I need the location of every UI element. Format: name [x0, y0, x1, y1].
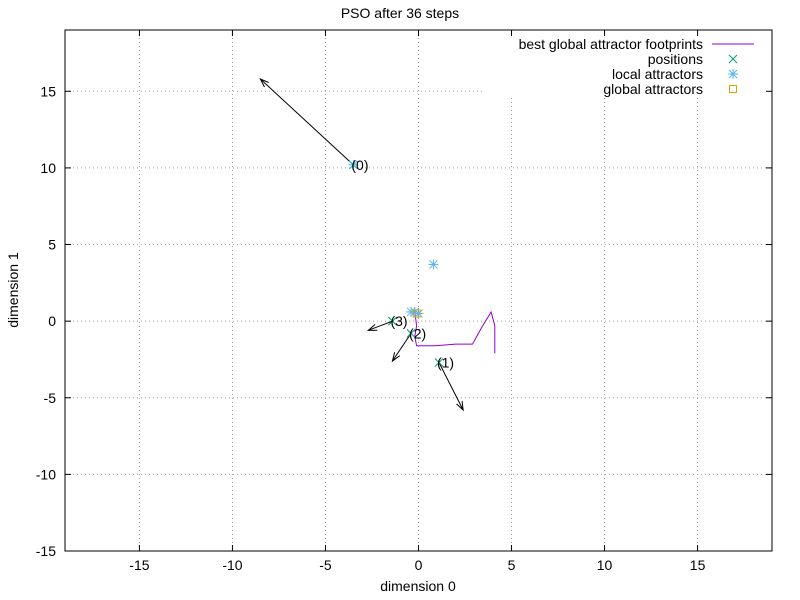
legend-entry-label: positions [648, 51, 703, 67]
markers-layer [348, 159, 444, 367]
velocity-arrowhead [456, 401, 464, 412]
footprint-line [414, 310, 496, 354]
x-stroke [388, 316, 397, 326]
velocity-arrows-layer [259, 78, 464, 412]
legend: best global attractor footprintsposition… [483, 34, 770, 98]
velocity-arrowhead [391, 352, 401, 363]
legend-star-swatch [728, 69, 738, 79]
velocity-arrow [260, 78, 354, 166]
legend-entry-label: local attractors [612, 66, 703, 82]
velocity-arrowhead [259, 78, 269, 88]
y-tick-label: 15 [40, 83, 56, 99]
x-tick-label: -10 [222, 557, 242, 573]
y-tick-label: -10 [36, 466, 56, 482]
local-attractor-point [406, 306, 417, 317]
velocity-arrowhead [366, 324, 378, 331]
position-point [434, 358, 444, 367]
y-tick-label: 10 [40, 160, 56, 176]
legend-square-swatch [729, 85, 737, 93]
legend-background [483, 34, 770, 98]
y-tick-label: -5 [44, 390, 57, 406]
x-tick-label: 0 [415, 557, 423, 573]
legend-entry-label: global attractors [603, 81, 703, 97]
position-point [406, 329, 416, 338]
y-tick-label: 0 [48, 313, 56, 329]
particle-label: (3) [390, 313, 407, 329]
velocity-arrow [438, 362, 464, 411]
y-tick-label: 5 [48, 237, 56, 253]
x-stroke [406, 329, 416, 338]
particle-label: (1) [437, 355, 454, 371]
legend-x-swatch [728, 54, 738, 64]
chart-title: PSO after 36 steps [341, 5, 459, 21]
legend-entry-label: best global attractor footprints [519, 36, 703, 52]
local-attractor-point [428, 259, 439, 270]
x-axis-label: dimension 0 [380, 578, 456, 594]
x-tick-label: 15 [690, 557, 706, 573]
grid [65, 30, 772, 552]
global-attractor-point [412, 309, 421, 318]
x-stroke [434, 358, 444, 367]
x-stroke [728, 54, 738, 64]
x-tick-label: 10 [597, 557, 613, 573]
x-tick-label: 5 [508, 557, 516, 573]
footprints-layer [414, 310, 496, 354]
particle-label: (0) [351, 157, 368, 173]
position-point [388, 316, 397, 326]
y-axis-label: dimension 1 [5, 252, 21, 328]
local-attractor-point [348, 159, 359, 170]
velocity-arrow [368, 320, 393, 331]
y-tick-label: -15 [36, 543, 56, 559]
particle-label: (2) [409, 325, 426, 341]
particle-labels-layer: (0) (1) (2)(3) [351, 157, 454, 371]
axis-ticks: -15 -10 -5 0 5 10 15 -15 -10 -5 0 5 10 15 [36, 30, 772, 573]
x-tick-label: -15 [129, 557, 149, 573]
x-tick-label: -5 [319, 557, 332, 573]
velocity-arrow [392, 333, 412, 362]
